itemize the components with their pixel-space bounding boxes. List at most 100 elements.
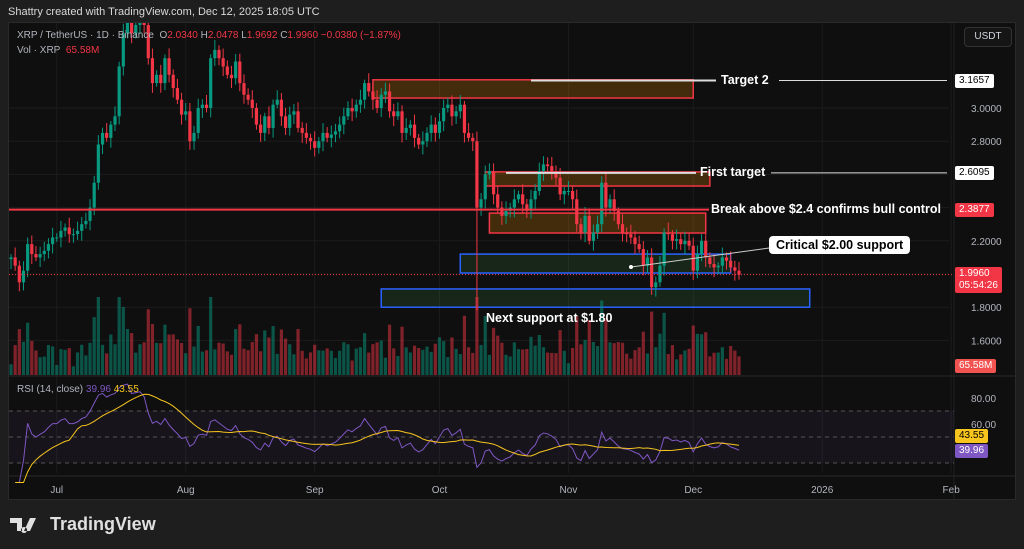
volume-bar bbox=[321, 350, 325, 375]
volume-bar bbox=[562, 350, 566, 375]
candle-body bbox=[529, 199, 533, 211]
volume-bar bbox=[75, 352, 80, 375]
candle-body bbox=[491, 171, 496, 195]
volume-bar bbox=[458, 354, 462, 375]
volume-bar bbox=[342, 342, 346, 375]
volume-bar bbox=[650, 311, 654, 375]
volume-bar bbox=[479, 344, 483, 375]
volume-bar bbox=[200, 351, 204, 375]
volume-bar bbox=[234, 329, 238, 375]
candle-body bbox=[512, 199, 516, 208]
volume-bar bbox=[267, 337, 271, 375]
volume-bar bbox=[346, 344, 350, 375]
volume-bar bbox=[571, 348, 575, 375]
currency-button[interactable]: USDT bbox=[964, 27, 1012, 47]
candle-body bbox=[695, 254, 699, 271]
volume-bar bbox=[105, 353, 109, 375]
candle-body bbox=[658, 265, 662, 283]
volume-bar bbox=[192, 346, 196, 375]
volume-bar bbox=[608, 342, 612, 375]
y-tick-label: 3.0000 bbox=[971, 104, 1002, 115]
volume-bar bbox=[708, 356, 712, 375]
candle-body bbox=[175, 88, 179, 100]
chart-frame[interactable]: Jul Aug Sep Oct Nov Dec 2026 Feb 3.0000 2.8000 2.2… bbox=[8, 22, 1016, 500]
candle-body bbox=[737, 270, 741, 275]
candle-body bbox=[537, 171, 541, 191]
candle-body bbox=[550, 166, 554, 172]
candle-body bbox=[724, 257, 729, 261]
volume-bar bbox=[238, 324, 242, 375]
rsi-label[interactable]: RSI (14, close) bbox=[17, 384, 84, 395]
volume-bar bbox=[687, 348, 691, 375]
candle-body bbox=[138, 23, 142, 25]
volume-bar bbox=[645, 353, 650, 375]
candle-body bbox=[155, 74, 159, 84]
volume-bar bbox=[288, 344, 292, 375]
candle-body bbox=[400, 111, 404, 133]
price-chart[interactable]: Jul Aug Sep Oct Nov Dec 2026 Feb 3.0000 2.8000 2.2… bbox=[9, 23, 1016, 500]
candle-body bbox=[242, 83, 246, 95]
volume-tag: 65.58M bbox=[955, 359, 997, 373]
close-value: 1.9960 bbox=[287, 30, 319, 41]
volume-bar bbox=[13, 345, 17, 375]
volume-bar bbox=[491, 327, 496, 375]
candle-body bbox=[475, 141, 479, 208]
candle-body bbox=[263, 116, 267, 133]
target2-zone bbox=[372, 79, 694, 99]
low-value: 1.9692 bbox=[246, 30, 278, 41]
candle-body bbox=[712, 264, 716, 268]
candle-body bbox=[225, 66, 229, 75]
candle-body bbox=[313, 141, 317, 148]
volume-bar bbox=[113, 344, 117, 375]
candle-body bbox=[213, 49, 217, 59]
candle-body bbox=[292, 111, 296, 115]
candle-body bbox=[142, 23, 146, 25]
volume-legend: Vol · XRP 65.58M bbox=[17, 45, 99, 56]
candle-body bbox=[595, 224, 600, 233]
candle-body bbox=[26, 244, 30, 271]
volume-bar bbox=[392, 348, 396, 375]
candle-body bbox=[579, 224, 583, 233]
candle-body bbox=[354, 104, 358, 112]
candle-body bbox=[279, 99, 283, 117]
volume-bar bbox=[358, 347, 363, 375]
first-target-price-tag: 2.6095 bbox=[955, 166, 994, 180]
rsi-line bbox=[15, 383, 740, 483]
candle-body bbox=[600, 182, 604, 225]
volume-bar bbox=[283, 338, 288, 375]
volume-bar bbox=[217, 342, 221, 375]
rsi-ma-value: 43.55 bbox=[113, 384, 139, 395]
volume-bar bbox=[575, 316, 579, 375]
volume-bar bbox=[658, 333, 662, 375]
volume-bar bbox=[333, 357, 338, 375]
volume-bar bbox=[670, 345, 675, 375]
candle-body bbox=[117, 66, 121, 117]
symbol-legend: XRP / TetherUS · 1D · Binance O2.0340 H2… bbox=[17, 30, 401, 41]
candle-body bbox=[171, 74, 175, 89]
candle-body bbox=[387, 91, 392, 112]
candle-body bbox=[271, 104, 275, 128]
candle-body bbox=[404, 127, 408, 133]
x-tick-label: Sep bbox=[306, 485, 324, 496]
volume-bar bbox=[404, 347, 408, 375]
volume-bar bbox=[583, 339, 587, 375]
candle-body bbox=[63, 227, 67, 231]
x-tick-label: 2026 bbox=[811, 485, 834, 496]
volume-bar bbox=[591, 342, 595, 375]
candle-body bbox=[163, 58, 167, 84]
volume-bar bbox=[17, 329, 21, 375]
candle-body bbox=[571, 191, 575, 200]
volume-bar bbox=[558, 330, 562, 375]
logo-text: TradingView bbox=[50, 514, 156, 534]
volume-bar bbox=[521, 349, 525, 375]
volume-bar bbox=[695, 333, 699, 375]
volume-bar bbox=[313, 344, 317, 375]
candle-body bbox=[317, 141, 321, 148]
candle-body bbox=[566, 191, 571, 192]
candle-body bbox=[38, 254, 42, 258]
volume-bar bbox=[396, 355, 400, 375]
volume-bar bbox=[304, 358, 308, 375]
symbol-name[interactable]: XRP / TetherUS · 1D · Binance bbox=[17, 30, 154, 41]
tradingview-logo[interactable]: TradingView bbox=[10, 514, 156, 535]
open-label: O bbox=[159, 30, 168, 41]
